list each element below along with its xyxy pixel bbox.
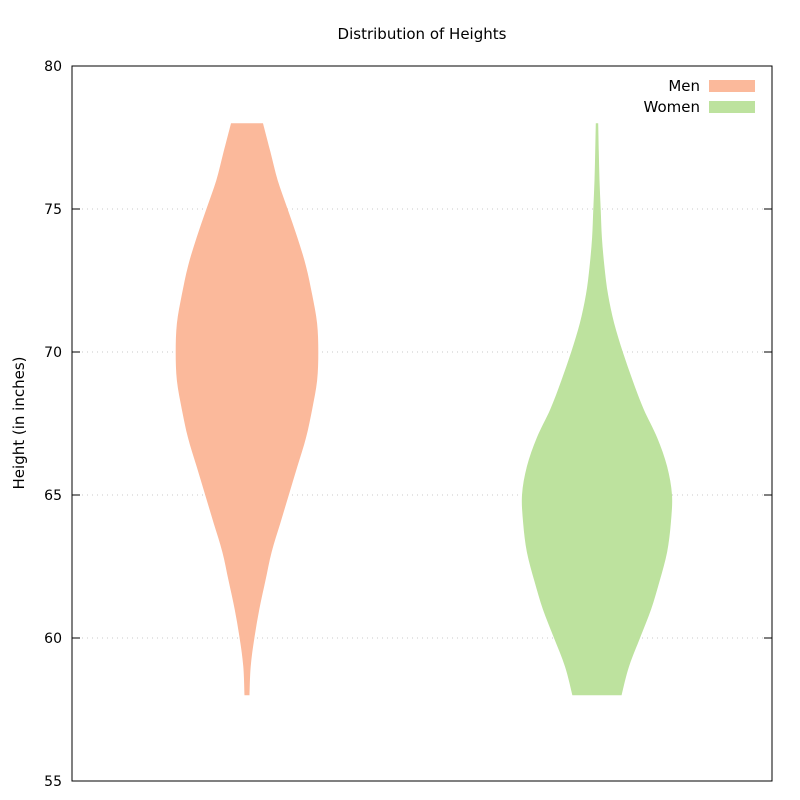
y-tick-label-75: 75	[44, 202, 62, 218]
legend-label-women: Women	[644, 98, 700, 116]
y-tick-label-55: 55	[44, 774, 62, 790]
legend: Men Women	[644, 77, 755, 116]
violins	[175, 123, 673, 696]
violin-women	[521, 123, 673, 696]
y-axis-label: Height (in inches)	[10, 357, 28, 490]
legend-swatch-men	[709, 80, 755, 92]
y-tick-label-60: 60	[44, 631, 62, 647]
chart-title: Distribution of Heights	[338, 25, 507, 43]
y-tick-label-70: 70	[44, 345, 62, 361]
legend-label-men: Men	[668, 77, 700, 95]
y-tick-label-65: 65	[44, 488, 62, 504]
legend-swatch-women	[709, 101, 755, 113]
y-ticks: 55 60 65 70 75 80	[44, 59, 772, 790]
grid-lines	[72, 208, 772, 639]
violin-men	[175, 123, 319, 696]
plot-frame	[71, 65, 773, 782]
y-tick-label-80: 80	[44, 59, 62, 75]
